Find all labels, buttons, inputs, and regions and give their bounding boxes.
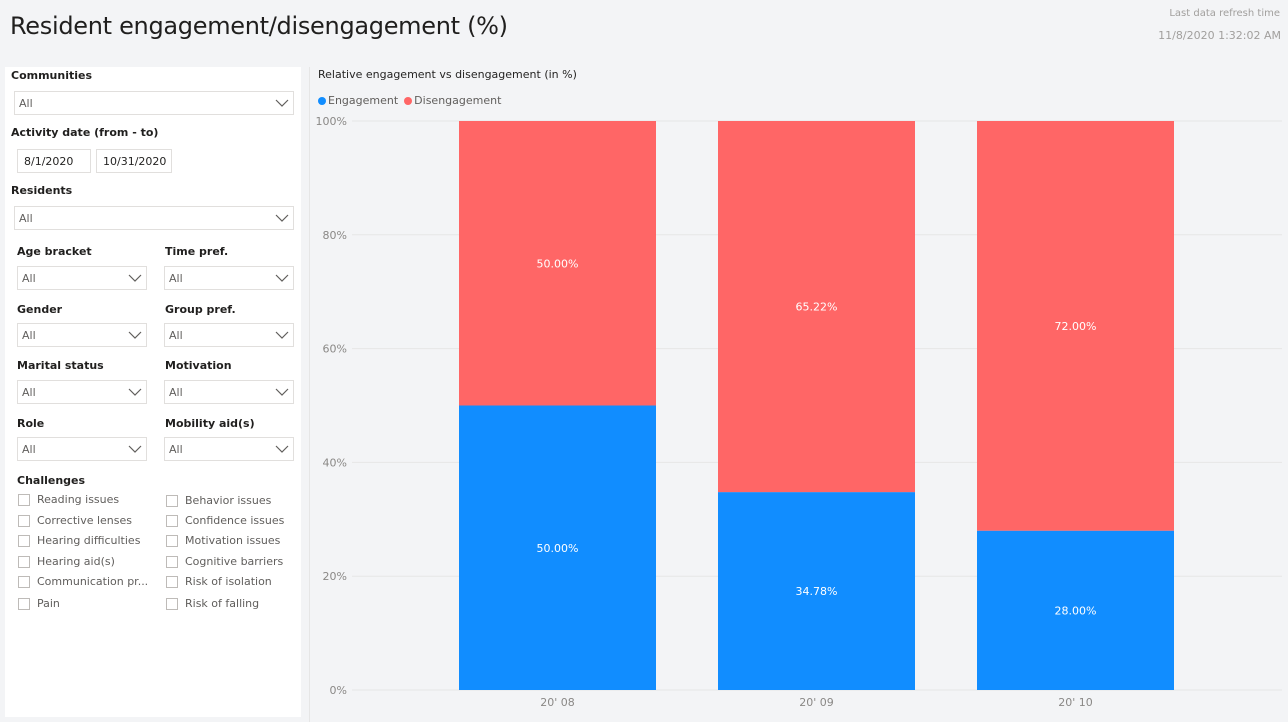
legend-item-engagement[interactable]: Engagement bbox=[318, 94, 398, 107]
motivation-label: Motivation bbox=[165, 359, 232, 372]
chart-title: Relative engagement vs disengagement (in… bbox=[318, 68, 577, 81]
legend-dot-engagement bbox=[318, 96, 326, 105]
chevron-down-icon bbox=[128, 274, 142, 282]
motivation-value: All bbox=[169, 386, 183, 399]
residents-value: All bbox=[19, 212, 33, 225]
mobility-aids-dropdown[interactable]: All bbox=[164, 437, 294, 461]
checkbox-communication-problems[interactable]: Communication pr... bbox=[18, 575, 148, 588]
marital-status-label: Marital status bbox=[17, 359, 104, 372]
chevron-down-icon bbox=[275, 331, 289, 339]
chevron-down-icon bbox=[128, 445, 142, 453]
y-tick-label: 80% bbox=[323, 229, 347, 242]
checkbox-risk-of-falling[interactable]: Risk of falling bbox=[166, 597, 259, 610]
bar-disengagement-0 bbox=[459, 121, 656, 406]
x-tick-label: 20' 10 bbox=[1058, 696, 1093, 709]
y-tick-label: 20% bbox=[323, 570, 347, 583]
gender-value: All bbox=[22, 329, 36, 342]
filter-panel: Communities All Activity date (from - to… bbox=[5, 67, 301, 717]
chevron-down-icon bbox=[275, 214, 289, 222]
age-bracket-value: All bbox=[22, 272, 36, 285]
activity-date-label: Activity date (from - to) bbox=[11, 126, 159, 139]
age-bracket-dropdown[interactable]: All bbox=[17, 266, 147, 290]
date-to-input[interactable]: 10/31/2020 bbox=[96, 149, 172, 173]
communities-dropdown[interactable]: All bbox=[14, 91, 294, 115]
challenges-label: Challenges bbox=[17, 474, 86, 487]
data-label-engagement: 50.00% bbox=[537, 542, 579, 555]
chevron-down-icon bbox=[275, 274, 289, 282]
data-label-engagement: 34.78% bbox=[796, 585, 838, 598]
refresh-label: Last data refresh time bbox=[1169, 8, 1280, 19]
group-pref-dropdown[interactable]: All bbox=[164, 323, 294, 347]
communities-value: All bbox=[19, 97, 33, 110]
communities-label: Communities bbox=[11, 69, 93, 82]
residents-label: Residents bbox=[11, 184, 73, 197]
bar-engagement-2 bbox=[977, 530, 1174, 690]
chart-panel bbox=[309, 67, 1288, 722]
checkbox-risk-of-isolation[interactable]: Risk of isolation bbox=[166, 575, 272, 588]
age-bracket-label: Age bracket bbox=[17, 245, 92, 258]
refresh-time: 11/8/2020 1:32:02 AM bbox=[1158, 29, 1281, 42]
page-title: Resident engagement/disengagement (%) bbox=[10, 12, 508, 40]
legend-label-disengagement: Disengagement bbox=[414, 94, 502, 107]
marital-status-dropdown[interactable]: All bbox=[17, 380, 147, 404]
checkbox-confidence-issues[interactable]: Confidence issues bbox=[166, 514, 284, 527]
checkbox-hearing-difficulties[interactable]: Hearing difficulties bbox=[18, 534, 140, 547]
bar-engagement-1 bbox=[718, 492, 915, 690]
checkbox-motivation-issues[interactable]: Motivation issues bbox=[166, 534, 280, 547]
role-value: All bbox=[22, 443, 36, 456]
role-dropdown[interactable]: All bbox=[17, 437, 147, 461]
bar-engagement-0 bbox=[459, 405, 656, 690]
checkbox-corrective-lenses[interactable]: Corrective lenses bbox=[18, 514, 132, 527]
y-tick-label: 40% bbox=[323, 456, 347, 469]
time-pref-value: All bbox=[169, 272, 183, 285]
residents-dropdown[interactable]: All bbox=[14, 206, 294, 230]
group-pref-label: Group pref. bbox=[165, 303, 236, 316]
legend-dot-disengagement bbox=[404, 96, 413, 105]
data-label-disengagement: 50.00% bbox=[537, 257, 579, 270]
chevron-down-icon bbox=[275, 388, 289, 396]
data-label-disengagement: 65.22% bbox=[796, 301, 838, 314]
chevron-down-icon bbox=[275, 445, 289, 453]
marital-status-value: All bbox=[22, 386, 36, 399]
checkbox-hearing-aids[interactable]: Hearing aid(s) bbox=[18, 555, 115, 568]
chevron-down-icon bbox=[275, 99, 289, 107]
motivation-dropdown[interactable]: All bbox=[164, 380, 294, 404]
chart-legend: Engagement Disengagement bbox=[318, 94, 507, 107]
legend-item-disengagement[interactable]: Disengagement bbox=[404, 94, 501, 107]
time-pref-label: Time pref. bbox=[165, 245, 229, 258]
y-tick-label: 0% bbox=[330, 684, 347, 697]
y-tick-label: 100% bbox=[316, 115, 347, 128]
legend-label-engagement: Engagement bbox=[328, 94, 399, 107]
role-label: Role bbox=[17, 417, 45, 430]
y-tick-label: 60% bbox=[323, 343, 347, 356]
bar-disengagement-2 bbox=[977, 121, 1174, 531]
group-pref-value: All bbox=[169, 329, 183, 342]
date-from-input[interactable]: 8/1/2020 bbox=[17, 149, 91, 173]
x-tick-label: 20' 08 bbox=[540, 696, 575, 709]
gender-dropdown[interactable]: All bbox=[17, 323, 147, 347]
checkbox-reading-issues[interactable]: Reading issues bbox=[18, 493, 119, 506]
bar-disengagement-1 bbox=[718, 121, 915, 493]
gender-label: Gender bbox=[17, 303, 63, 316]
checkbox-behavior-issues[interactable]: Behavior issues bbox=[166, 494, 271, 507]
time-pref-dropdown[interactable]: All bbox=[164, 266, 294, 290]
checkbox-pain[interactable]: Pain bbox=[18, 597, 60, 610]
chevron-down-icon bbox=[128, 388, 142, 396]
x-tick-label: 20' 09 bbox=[799, 696, 834, 709]
mobility-aids-value: All bbox=[169, 443, 183, 456]
data-label-disengagement: 72.00% bbox=[1055, 320, 1097, 333]
chevron-down-icon bbox=[128, 331, 142, 339]
mobility-aids-label: Mobility aid(s) bbox=[165, 417, 255, 430]
data-label-engagement: 28.00% bbox=[1055, 604, 1097, 617]
checkbox-cognitive-barriers[interactable]: Cognitive barriers bbox=[166, 555, 283, 568]
